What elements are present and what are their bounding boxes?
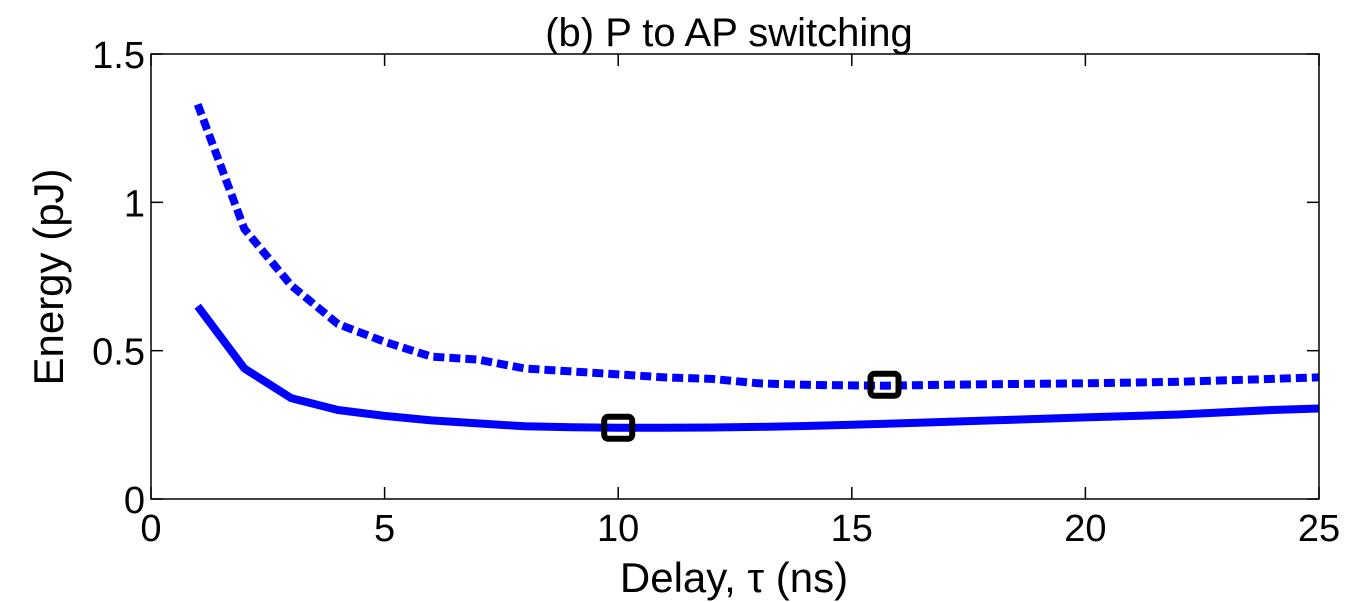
axes-frame [150,53,1320,500]
plot-area [193,102,1320,442]
y-tick-label-1.5: 1.5 [92,35,145,77]
x-tick-label-15: 15 [831,508,873,550]
x-axis-title: Delay, τ (ns) [620,554,848,601]
minimum-marker-1 [867,370,902,399]
axes: 0 5 10 15 20 25 0 0.5 1 1.5 [92,35,1340,550]
series-line-2-solid [194,303,1320,432]
y-axis-title: Energy (pJ) [25,168,72,385]
x-tick-label-20: 20 [1064,508,1106,550]
y-tick-label-1: 1 [124,183,145,225]
x-tick-label-25: 25 [1298,508,1340,550]
minimum-marker-2 [601,413,636,442]
series-line-1-dashed [193,102,1320,390]
x-tick-label-5: 5 [374,508,395,550]
x-tick-label-0: 0 [140,508,161,550]
y-tick-label-0: 0 [124,480,145,522]
chart-title: (b) P to AP switching [545,11,913,55]
y-tick-label-0.5: 0.5 [92,332,145,374]
x-tick-label-10: 10 [597,508,639,550]
